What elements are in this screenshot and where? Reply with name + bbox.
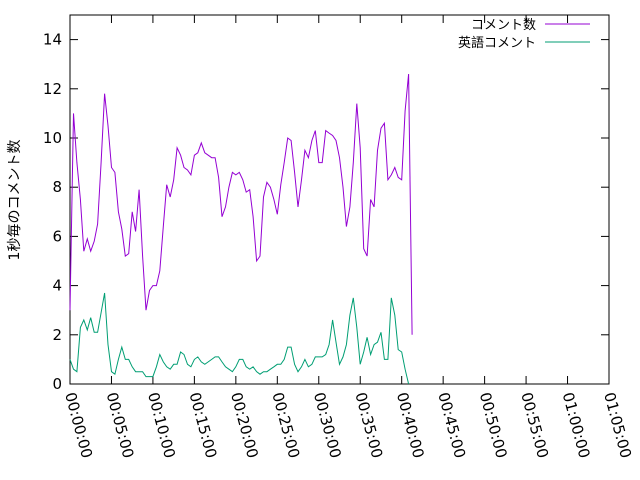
- legend-label-2: 英語コメント: [458, 35, 536, 51]
- x-tick-label: 01:00:00: [559, 390, 594, 460]
- series-line-2: [69, 292, 410, 385]
- x-axis: 00:00:00 00:05:00 00:10:00 00:15:00 00:20:00…: [61, 15, 635, 460]
- x-tick-label: 00:35:00: [351, 390, 386, 460]
- y-tick-label: 6: [52, 227, 62, 245]
- y-axis: 0 2 4 6 8 10 12 14: [43, 31, 609, 393]
- x-tick-label: 00:45:00: [434, 390, 469, 460]
- y-axis-title: 1秒毎のコメント数: [7, 140, 23, 261]
- y-tick-label: 0: [52, 375, 62, 393]
- x-tick-label: 00:30:00: [310, 390, 345, 460]
- plot-frame: [69, 14, 610, 385]
- x-tick-label: 00:10:00: [144, 390, 179, 460]
- y-tick-label: 2: [52, 326, 62, 344]
- x-tick-label: 01:05:00: [600, 390, 635, 460]
- x-tick-label: 00:00:00: [61, 390, 96, 460]
- x-tick-label: 00:55:00: [517, 390, 552, 460]
- legend-label-1: コメント数: [471, 18, 536, 33]
- y-tick-label: 4: [52, 277, 62, 295]
- y-tick-label: 12: [43, 80, 62, 98]
- plot-area: [69, 14, 610, 385]
- y-tick-label: 10: [43, 129, 62, 147]
- series-line-1: [69, 73, 413, 335]
- y-tick-label: 14: [43, 31, 62, 49]
- y-tick-label: 8: [52, 178, 62, 196]
- x-tick-label: 00:25:00: [268, 390, 303, 460]
- x-tick-label: 00:15:00: [186, 390, 221, 460]
- x-tick-label: 00:40:00: [393, 390, 428, 460]
- x-tick-label: 00:50:00: [476, 390, 511, 460]
- x-tick-label: 00:05:00: [103, 390, 138, 460]
- series-layer: [69, 73, 413, 385]
- x-tick-label: 00:20:00: [227, 390, 262, 460]
